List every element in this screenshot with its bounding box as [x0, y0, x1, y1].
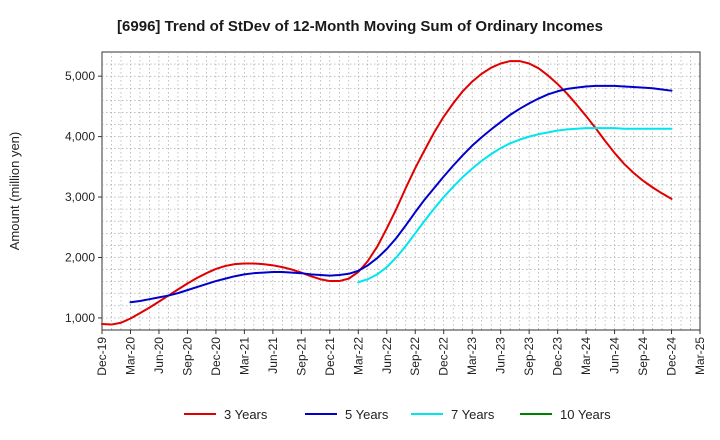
plot-area	[101, 51, 701, 331]
chart-title: [6996] Trend of StDev of 12-Month Moving…	[117, 18, 603, 35]
x-tick-label: Mar-21	[237, 337, 251, 375]
x-tick-label: Jun-24	[608, 337, 622, 374]
x-tick-label: Dec-24	[665, 337, 679, 376]
x-tick-label: Dec-20	[209, 337, 223, 376]
y-tick-label: 3,000	[65, 190, 95, 204]
legend-label-10-years: 10 Years	[560, 407, 611, 422]
series-line-3-years	[101, 60, 673, 326]
y-tick-label: 1,000	[65, 311, 95, 325]
x-tick-label: Dec-21	[323, 337, 337, 376]
x-tick-label: Mar-23	[465, 337, 479, 375]
legend: 3 Years 5 Years 7 Years 10 Years	[184, 407, 611, 422]
x-tick-label: Jun-21	[266, 337, 280, 374]
x-tick-label: Mar-20	[123, 337, 137, 375]
x-tick-label: Sep-22	[408, 337, 422, 376]
x-tick-label: Jun-23	[494, 337, 508, 374]
series-line-5-years	[129, 84, 673, 304]
legend-label-3-years: 3 Years	[224, 407, 268, 422]
y-tick-label: 4,000	[65, 130, 95, 144]
x-tick-label: Mar-22	[351, 337, 365, 375]
x-axis-ticks: Dec-19 Mar-20 Jun-20 Sep-20 Dec-20 Mar-21 Jun-…	[95, 330, 707, 376]
y-axis-label: Amount (million yen)	[7, 132, 22, 251]
x-tick-label: Sep-24	[636, 337, 650, 376]
legend-label-7-years: 7 Years	[451, 407, 495, 422]
x-tick-label: Sep-21	[294, 337, 308, 376]
x-tick-label: Mar-25	[693, 337, 707, 375]
series-line-7-years	[357, 127, 673, 284]
x-tick-label: Jun-20	[152, 337, 166, 374]
x-tick-label: Sep-23	[522, 337, 536, 376]
x-tick-label: Dec-23	[551, 337, 565, 376]
x-tick-label: Dec-22	[437, 337, 451, 376]
y-tick-label: 2,000	[65, 250, 95, 264]
y-axis-ticks: 1,000 2,000 3,000 4,000 5,000	[65, 69, 102, 325]
x-tick-label: Mar-24	[579, 337, 593, 375]
x-tick-label: Dec-19	[95, 337, 109, 376]
x-tick-label: Jun-22	[380, 337, 394, 374]
legend-label-5-years: 5 Years	[345, 407, 389, 422]
series-lines	[101, 60, 673, 326]
x-tick-label: Sep-20	[180, 337, 194, 376]
y-tick-label: 5,000	[65, 69, 95, 83]
